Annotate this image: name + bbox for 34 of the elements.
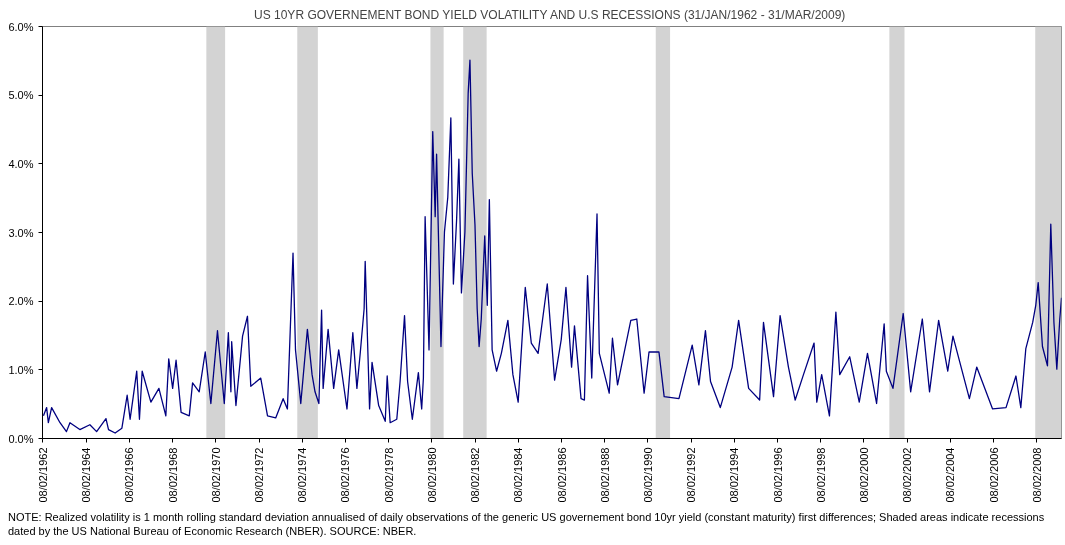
x-tick-label: 08/02/2002 <box>901 447 914 503</box>
x-tick-label: 08/02/1984 <box>512 447 525 503</box>
y-tick-label: 6.0% <box>8 20 34 33</box>
x-tick-label: 08/02/1986 <box>555 447 568 503</box>
x-tick-label: 08/02/2000 <box>857 447 870 503</box>
text: NOTE: Realized volatility is 1 month rolling standard deviation annualised of daily observations of the generic US governement bond 10yr yield (constant maturity) first differences; Shaded areas indicate recessions dated by the US National Bureau of Economic Research (NBER). SOURCE: NBER. <box>8 510 1046 539</box>
y-tick-label: 2.0% <box>8 295 34 308</box>
x-tick-label: 08/02/1994 <box>728 447 741 503</box>
chart-title: US 10YR GOVERNEMENT BOND YIELD VOLATILITY AND U.S RECESSIONS (31/JAN/1962 - 31/MAR/2009) <box>254 7 846 22</box>
y-tick-label: 3.0% <box>8 226 34 239</box>
x-tick-label: 08/02/1976 <box>339 447 352 503</box>
x-tick-label: 08/02/1988 <box>598 447 611 503</box>
x-tick-label: 08/02/1982 <box>469 447 482 503</box>
x-tick-label: 08/02/2008 <box>1030 447 1043 503</box>
x-tick-label: 08/02/2004 <box>944 447 957 503</box>
x-tick-label: 08/02/1992 <box>685 447 698 503</box>
x-tick-label: 08/02/1972 <box>253 447 266 503</box>
x-tick-label: 08/02/1970 <box>209 447 222 503</box>
x-tick-label: 08/02/1966 <box>123 447 136 503</box>
x-tick-label: 08/02/1990 <box>641 447 654 503</box>
y-tick-label: 5.0% <box>8 89 34 102</box>
x-tick-label: 08/02/1996 <box>771 447 784 503</box>
x-tick-label: 08/02/1968 <box>166 447 179 503</box>
x-tick-label: 08/02/2006 <box>987 447 1000 503</box>
x-tick-label: 08/02/1998 <box>814 447 827 503</box>
y-tick-label: 1.0% <box>8 363 34 376</box>
x-tick-label: 08/02/1974 <box>296 447 309 503</box>
y-tick-label: 4.0% <box>8 157 34 170</box>
y-tick-label: 0.0% <box>8 432 34 445</box>
x-tick-label: 08/02/1978 <box>382 447 395 503</box>
x-tick-label: 08/02/1964 <box>80 447 93 503</box>
x-tick-label: 08/02/1980 <box>425 447 438 503</box>
line-series <box>42 59 1062 434</box>
x-tick-label: 08/02/1962 <box>36 447 49 503</box>
